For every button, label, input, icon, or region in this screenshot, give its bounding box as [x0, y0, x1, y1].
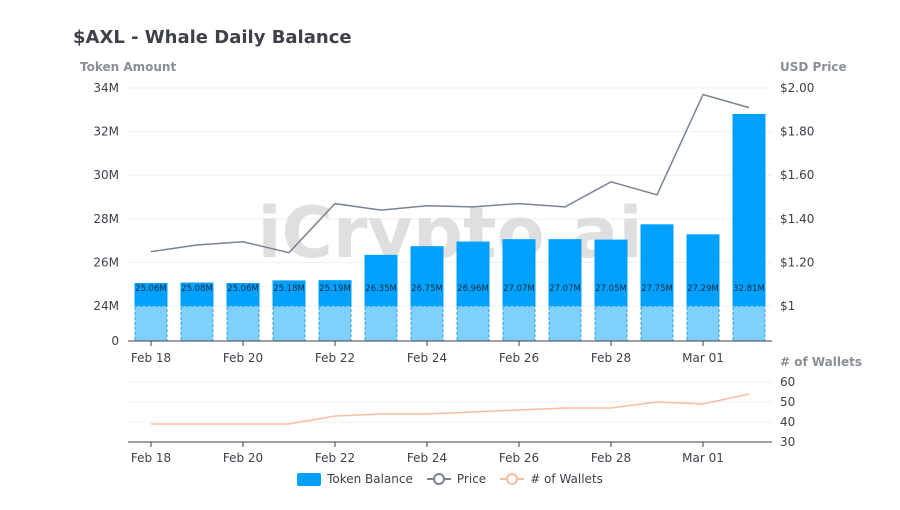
legend-swatch-wallets: [500, 473, 525, 485]
y-tick-label: 32M: [93, 125, 119, 139]
bar-data-label: 25.06M: [135, 284, 167, 294]
wallets-line: [151, 393, 750, 425]
y-tick-label: 30M: [93, 168, 119, 182]
bar-base-segment: [502, 305, 536, 342]
x-tick-label: Feb 28: [591, 451, 631, 465]
bar-data-label: 27.07M: [503, 284, 535, 294]
legend-item-wallets[interactable]: # of Wallets: [500, 472, 603, 486]
y-axis-title-token: Token Amount: [80, 60, 176, 74]
bar-base-segment: [364, 305, 398, 342]
bar-base-segment: [456, 305, 490, 342]
bar-data-label: 25.18M: [273, 284, 305, 294]
legend-label-price: Price: [456, 472, 487, 486]
legend-label-wallets: # of Wallets: [530, 472, 603, 486]
x-tick-label: Feb 22: [315, 451, 355, 465]
legend-swatch-price: [426, 473, 451, 485]
bar-token-balance: [180, 282, 214, 307]
bar-token-balance: [548, 239, 582, 307]
bar-token-balance: [732, 113, 766, 307]
bar-token-balance: [502, 239, 536, 307]
x-tick-label: Feb 20: [223, 451, 263, 465]
bar-token-balance: [686, 234, 720, 307]
y-tick-label: 0: [111, 334, 119, 348]
bar-token-balance: [272, 280, 306, 307]
bar-token-balance: [318, 280, 352, 307]
x-tick-label: Feb 22: [315, 351, 355, 365]
bar-base-segment: [732, 305, 766, 342]
legend-label-token-balance: Token Balance: [327, 472, 413, 486]
bar-base-segment: [686, 305, 720, 342]
y3-tick-label: 30: [780, 435, 795, 449]
x-tick-label: Feb 26: [499, 451, 539, 465]
y-tick-label: 26M: [93, 255, 119, 269]
bar-token-balance: [640, 224, 674, 307]
chart-title: $AXL - Whale Daily Balance: [73, 27, 352, 48]
bar-token-balance: [594, 239, 628, 307]
bar-data-label: 26.35M: [365, 284, 397, 294]
bar-base-segment: [548, 305, 582, 342]
bar-base-segment: [180, 305, 214, 342]
y-axis-title-wallets: # of Wallets: [780, 355, 862, 369]
bar-data-label: 25.06M: [227, 284, 259, 294]
y2-tick-label: $1.80: [780, 125, 814, 139]
bar-base-segment: [226, 305, 260, 342]
legend-item-token-balance[interactable]: Token Balance: [297, 472, 413, 486]
bar-token-balance: [134, 282, 168, 307]
y3-tick-label: 60: [780, 375, 795, 389]
y2-tick-label: $1.40: [780, 212, 814, 226]
x-tick-label: Feb 18: [131, 451, 171, 465]
x-tick-label: Feb 24: [407, 351, 447, 365]
legend-swatch-token-balance: [297, 472, 322, 486]
bar-data-label: 27.05M: [595, 284, 627, 294]
bar-data-label: 26.96M: [457, 284, 489, 294]
bar-data-label: 26.75M: [411, 284, 443, 294]
x-tick-label: Mar 01: [682, 351, 724, 365]
bar-data-label: 25.08M: [181, 284, 213, 294]
bar-data-label: 27.07M: [549, 284, 581, 294]
bar-base-segment: [272, 305, 306, 342]
legend-item-price[interactable]: Price: [426, 472, 487, 486]
bar-base-segment: [134, 305, 168, 342]
bar-token-balance: [410, 246, 444, 307]
bar-base-segment: [640, 305, 674, 342]
bar-token-balance: [364, 254, 398, 307]
bar-base-segment: [410, 305, 444, 342]
y2-tick-label: $1.20: [780, 255, 814, 269]
bar-base-segment: [594, 305, 628, 342]
x-tick-label: Feb 24: [407, 451, 447, 465]
bar-data-label: 32.81M: [733, 284, 765, 294]
x-tick-label: Feb 28: [591, 351, 631, 365]
bar-token-balance: [456, 241, 490, 307]
y2-tick-label: $2.00: [780, 81, 814, 95]
y-tick-label: 34M: [93, 81, 119, 95]
bar-data-label: 27.75M: [641, 284, 673, 294]
bar-data-label: 25.19M: [319, 284, 351, 294]
bar-data-label: 27.29M: [687, 284, 719, 294]
y3-tick-label: 50: [780, 395, 795, 409]
y-tick-label: 24M: [93, 299, 119, 313]
bar-base-segment: [318, 305, 352, 342]
y3-tick-label: 40: [780, 415, 795, 429]
x-tick-label: Feb 20: [223, 351, 263, 365]
y-axis-title-price: USD Price: [780, 60, 847, 74]
y-tick-label: 28M: [93, 212, 119, 226]
y2-tick-label: $1.60: [780, 168, 814, 182]
x-tick-label: Mar 01: [682, 451, 724, 465]
price-line: [150, 93, 750, 254]
y2-tick-label: $1: [780, 299, 795, 313]
x-tick-label: Feb 26: [499, 351, 539, 365]
watermark: iCrypto.ai: [258, 192, 643, 274]
bar-token-balance: [226, 282, 260, 307]
x-tick-label: Feb 18: [131, 351, 171, 365]
legend: Token Balance Price # of Wallets: [0, 472, 900, 486]
